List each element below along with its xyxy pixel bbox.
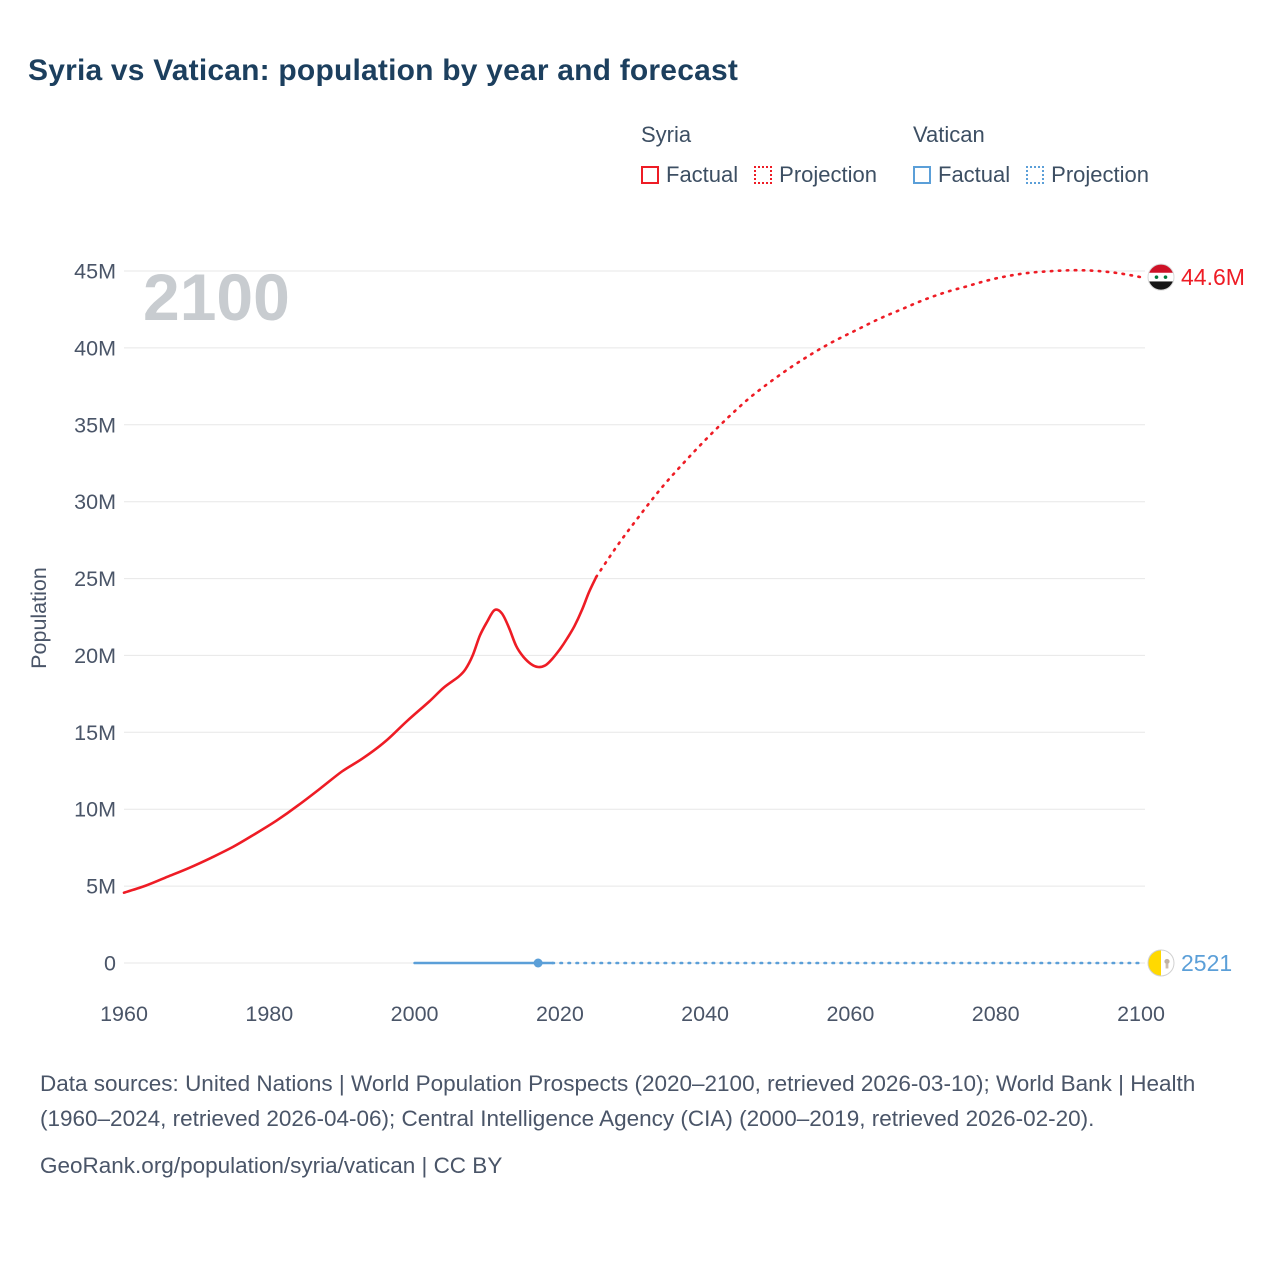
series-syria-projection	[594, 268, 1143, 579]
series-syria-factual	[122, 575, 598, 894]
svg-text:15M: 15M	[74, 721, 116, 745]
svg-text:0: 0	[104, 952, 116, 976]
syria-factual-swatch-icon	[641, 166, 659, 184]
svg-text:10M: 10M	[74, 798, 116, 822]
y-axis-labels: 0 5M 10M 15M 20M 25M 30M 35M 40M 45M	[74, 260, 116, 976]
legend-group-syria: Syria Factual Projection	[641, 122, 877, 188]
legend-syria-factual[interactable]: Factual	[641, 162, 738, 188]
legend: Syria Factual Projection Vatican Factual	[641, 122, 1149, 188]
syria-projection-swatch-icon	[754, 166, 773, 184]
y-grid	[124, 270, 1145, 964]
data-sources: Data sources: United Nations | World Pop…	[40, 1071, 1196, 1131]
svg-text:2040: 2040	[681, 1002, 729, 1026]
svg-text:45M: 45M	[74, 260, 116, 284]
legend-syria-projection[interactable]: Projection	[754, 162, 877, 188]
attribution: GeoRank.org/population/syria/vatican | C…	[40, 1153, 503, 1178]
legend-vatican-heading: Vatican	[913, 122, 985, 147]
legend-vatican-projection-label: Projection	[1051, 162, 1149, 187]
svg-text:20M: 20M	[74, 644, 116, 668]
legend-syria-factual-label: Factual	[666, 162, 739, 187]
x-axis-labels: 1960 1980 2000 2020 2040 2060 2080 2100	[100, 1002, 1165, 1026]
page-title: Syria vs Vatican: population by year and…	[28, 54, 739, 87]
legend-syria-heading: Syria	[641, 122, 692, 147]
svg-text:2080: 2080	[972, 1002, 1020, 1026]
svg-text:1980: 1980	[245, 1002, 293, 1026]
legend-syria-projection-label: Projection	[779, 162, 877, 187]
svg-text:2020: 2020	[536, 1002, 584, 1026]
chart-footer: Data sources: United Nations | World Pop…	[40, 1066, 1220, 1183]
svg-text:2000: 2000	[391, 1002, 439, 1026]
legend-group-vatican: Vatican Factual Projection	[913, 122, 1149, 188]
svg-text:30M: 30M	[74, 490, 116, 514]
vatican-factual-swatch-icon	[913, 166, 931, 184]
syria-flag-icon	[1147, 263, 1175, 291]
legend-vatican-projection[interactable]: Projection	[1026, 162, 1149, 188]
svg-text:5M: 5M	[86, 875, 116, 899]
svg-text:25M: 25M	[74, 567, 116, 591]
y-axis-title: Population	[27, 567, 51, 669]
syria-end-label: 44.6M	[1181, 264, 1245, 290]
vatican-projection-swatch-icon	[1026, 166, 1045, 184]
legend-vatican-factual-label: Factual	[938, 162, 1011, 187]
svg-text:2100: 2100	[1117, 1002, 1165, 1026]
svg-text:1960: 1960	[100, 1002, 148, 1026]
vatican-flag-icon	[1147, 949, 1175, 977]
legend-vatican-items: Factual Projection	[913, 162, 1149, 188]
legend-syria-items: Factual Projection	[641, 162, 877, 188]
svg-text:40M: 40M	[74, 336, 116, 360]
vatican-factual-data-marker	[533, 958, 543, 968]
watermark-year: 2100	[143, 260, 290, 334]
legend-vatican-factual[interactable]: Factual	[913, 162, 1010, 188]
svg-text:2060: 2060	[826, 1002, 874, 1026]
vatican-end-label: 2521	[1181, 950, 1232, 976]
svg-text:35M: 35M	[74, 413, 116, 437]
